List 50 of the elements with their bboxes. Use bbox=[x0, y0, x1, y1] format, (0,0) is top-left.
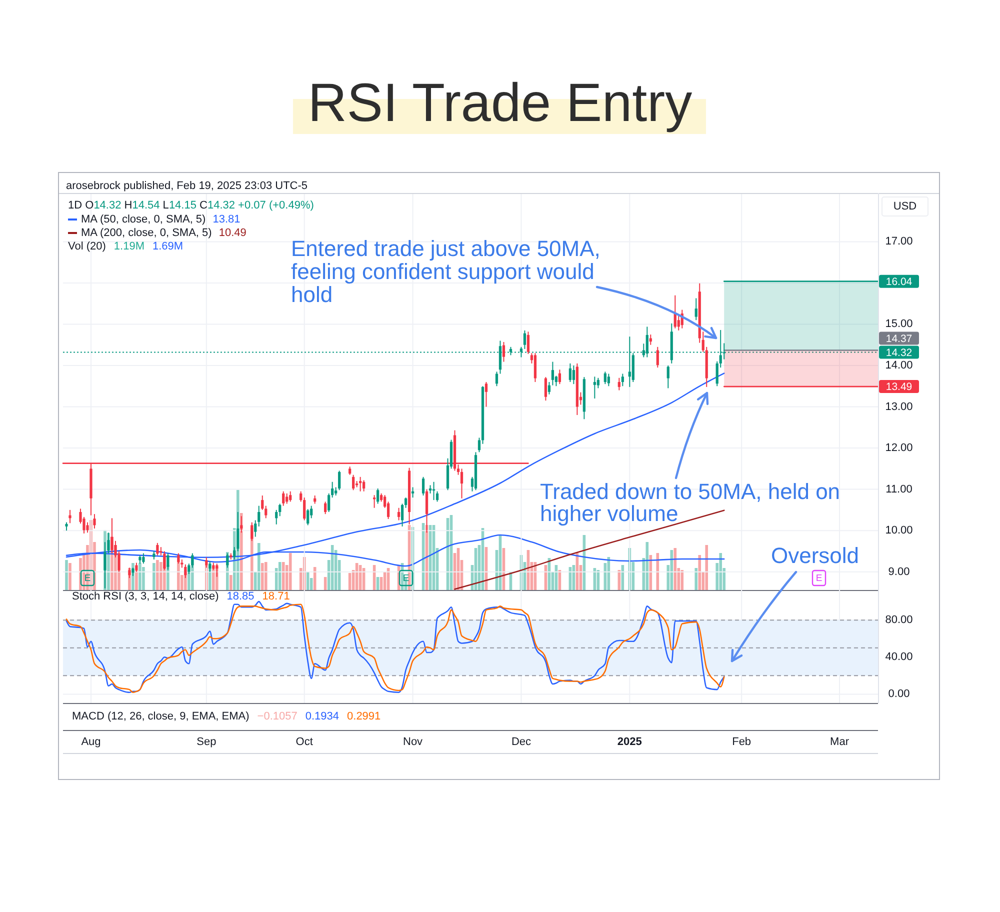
annotation: E bbox=[84, 573, 91, 584]
annotation: Oversold bbox=[771, 543, 860, 568]
text: 0.1934 bbox=[305, 710, 340, 722]
chart-title: RSI Trade Entry bbox=[308, 73, 692, 133]
x-tick-label: Mar bbox=[830, 736, 850, 748]
y-tick-label: 11.00 bbox=[886, 483, 912, 496]
y-tick-label: 17.00 bbox=[885, 236, 913, 248]
chart-title: Stoch RSI (3, 3, 14, 14, close) bbox=[72, 590, 219, 602]
text: 0.2991 bbox=[347, 710, 381, 722]
ref-line-label: 14.32 bbox=[886, 346, 912, 359]
data-label: 16.04 bbox=[886, 276, 912, 288]
annotation: 18.71 bbox=[262, 590, 290, 602]
x-tick-label: Feb bbox=[732, 736, 752, 748]
y-tick-label: 9.00 bbox=[888, 566, 910, 578]
text: 1D O14.32 H14.54 L14.15 C14.32 +0.07 (+0.49%) bbox=[68, 200, 314, 212]
annotation: 18.85 bbox=[226, 590, 254, 602]
data-label: 13.49 bbox=[886, 381, 912, 394]
x-tick-label: Dec bbox=[511, 736, 532, 748]
x-tick-label: Aug bbox=[81, 736, 101, 748]
annotation: E bbox=[816, 573, 822, 584]
letter-e-icon: E bbox=[398, 570, 414, 586]
legend-label: MA (200, close, 0, SMA, 5) bbox=[81, 227, 212, 239]
y-tick-label: 10.00 bbox=[885, 524, 913, 537]
x-tick-label: Oct bbox=[296, 736, 313, 748]
x-tick-label: Nov bbox=[403, 736, 424, 748]
text: arosebrock published, Feb 19, 2025 23:03 UTC-5 bbox=[66, 180, 308, 192]
x-tick-label: 2025 bbox=[617, 736, 642, 748]
letter-e-icon: E bbox=[812, 570, 826, 586]
annotation: 1.19M bbox=[114, 240, 144, 252]
annotation: 1.69M bbox=[152, 240, 184, 252]
y-tick-label: 0.00 bbox=[888, 688, 910, 700]
y-tick-label: 40.00 bbox=[885, 651, 913, 664]
y-tick-label: 15.00 bbox=[885, 318, 913, 330]
letter-e-icon: E bbox=[80, 570, 95, 586]
annotation: Vol (20) bbox=[68, 240, 106, 252]
text: −0.1057 bbox=[257, 710, 298, 722]
annotation: 10.49 bbox=[218, 227, 246, 239]
y-tick-label: 80.00 bbox=[885, 614, 913, 626]
text: MACD (12, 26, close, 9, EMA, EMA) bbox=[72, 710, 250, 722]
annotation: 13.81 bbox=[212, 214, 240, 226]
legend-label: MA (50, close, 0, SMA, 5) bbox=[81, 214, 206, 226]
annotation: Entered trade just above 50MA, feeling confident support would hold bbox=[291, 236, 600, 307]
y-tick-label: 12.00 bbox=[885, 442, 913, 454]
annotation: E bbox=[402, 573, 410, 584]
y-axis-title: USD bbox=[893, 200, 917, 212]
x-tick-label: Sep bbox=[196, 736, 216, 748]
annotation: Traded down to 50MA, held on higher volume bbox=[540, 479, 840, 526]
data-label: 14.37 bbox=[886, 332, 912, 345]
y-tick-label: 14.00 bbox=[885, 360, 913, 372]
y-tick-label: 13.00 bbox=[885, 400, 913, 413]
